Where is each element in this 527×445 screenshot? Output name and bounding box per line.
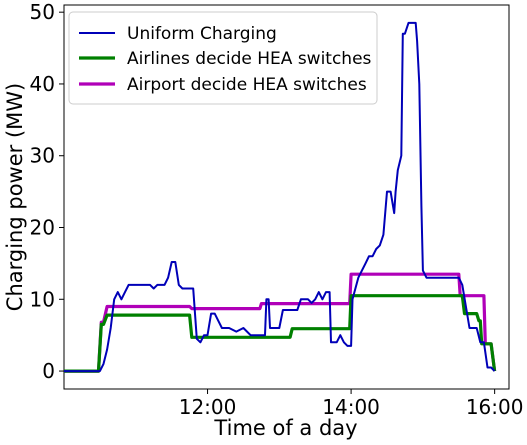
x-tick-label: 16:00	[466, 395, 524, 419]
x-tick-label: 12:00	[179, 395, 237, 419]
y-axis-label: Charging power (MW)	[3, 83, 27, 311]
y-tick-label: 40	[30, 72, 55, 96]
legend-label-airlines-decide: Airlines decide HEA switches	[127, 49, 372, 69]
legend-label-airport-decide: Airport decide HEA switches	[127, 75, 367, 95]
y-tick-label: 10	[30, 287, 55, 311]
y-tick-label: 0	[42, 359, 55, 383]
x-axis-label: Time of a day	[213, 416, 357, 440]
y-tick-label: 50	[30, 0, 55, 24]
series-layer	[64, 21, 497, 373]
legend-label-uniform-charging: Uniform Charging	[127, 24, 277, 44]
legend: Uniform Charging Airlines decide HEA swi…	[68, 11, 378, 105]
legend-box	[68, 11, 378, 105]
x-tick-label: 14:00	[322, 395, 380, 419]
series-line-airlines-decide-hea-switches	[64, 294, 497, 373]
y-tick-label: 30	[30, 144, 55, 168]
series-line-uniform-charging	[64, 21, 496, 373]
y-tick-label: 20	[30, 216, 55, 240]
tick-layer: 0 10 20 30 40 50 12:00 14:00 16:00	[30, 0, 524, 419]
